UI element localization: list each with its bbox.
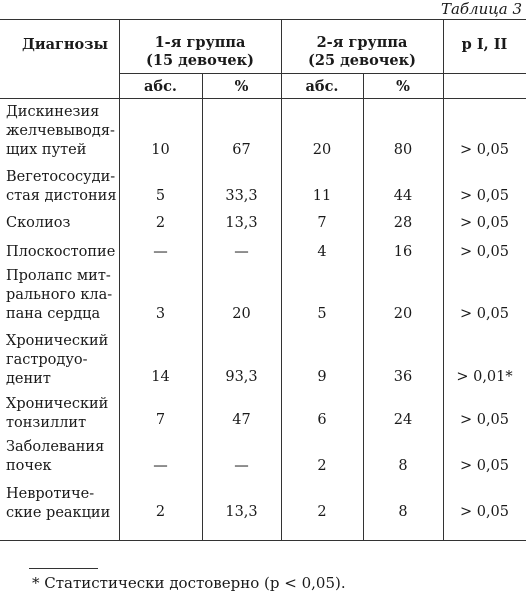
diagnosis-name-line: желчевыводя- [6, 123, 115, 139]
header-abs-group1: абс. [144, 78, 177, 95]
abs-group1-cell: 5 [155, 188, 166, 204]
p-value-cell: > 0,05 [459, 306, 510, 322]
header-bottom-rule [0, 98, 526, 99]
pct-group2-cell: 20 [393, 306, 413, 322]
group-header-rule [119, 73, 526, 74]
table-caption: Таблица 3 [440, 0, 522, 18]
diagnosis-name-line: Пролапс мит- [6, 268, 111, 284]
abs-group2-cell: 7 [317, 215, 327, 231]
pct-group2-cell: 36 [393, 369, 413, 385]
diagnosis-name: Хронический тонзиллит [6, 395, 108, 433]
pct-group1-cell: 20 [232, 306, 251, 322]
diagnosis-name-line: денит [6, 371, 51, 387]
diagnosis-name: Невротиче- ские реакции [6, 485, 110, 523]
header-p-value: p I, II [461, 36, 508, 53]
p-value-cell: > 0,05 [459, 458, 510, 474]
table-bottom-rule [0, 540, 526, 541]
pct-group2-cell: 28 [393, 215, 413, 231]
pct-group1-cell: 93,3 [225, 369, 258, 385]
header-group2-count: (25 девочек) [308, 52, 416, 69]
diagnosis-name-line: пана сердца [6, 306, 101, 322]
pct-group1-cell: 13,3 [225, 504, 258, 520]
diagnosis-name-line: рального кла- [6, 287, 113, 303]
pct-group1-cell: — [234, 244, 249, 260]
pct-group2-cell: 44 [393, 188, 413, 204]
footnote-rule [29, 568, 98, 569]
p-value-cell: > 0,05 [459, 504, 510, 520]
col-rule-4 [363, 73, 364, 540]
diagnosis-name-line: Дискинезия [6, 104, 100, 120]
p-value-cell: > 0,01* [456, 369, 513, 385]
abs-group1-cell: — [153, 458, 168, 474]
abs-group2-cell: 9 [317, 369, 327, 385]
header-group2-title: 2-я группа [316, 34, 408, 51]
p-value-cell: > 0,05 [459, 142, 510, 158]
diagnosis-name-line: Вегетососуди- [6, 169, 116, 185]
diagnosis-name-line: стая дистония [6, 188, 117, 204]
abs-group1-cell: 2 [155, 215, 166, 231]
diagnosis-name-line: Хронический [6, 396, 109, 412]
p-value-cell: > 0,05 [459, 412, 510, 428]
diagnosis-name: Заболевания почек [6, 438, 104, 476]
col-rule-3 [281, 19, 282, 540]
pct-group1-cell: 33,3 [225, 188, 258, 204]
abs-group1-cell: — [153, 244, 168, 260]
abs-group2-cell: 11 [312, 188, 332, 204]
abs-group1-cell: 10 [151, 142, 170, 158]
abs-group2-cell: 6 [317, 412, 327, 428]
pct-group1-cell: 67 [232, 142, 251, 158]
abs-group1-cell: 14 [151, 369, 170, 385]
diagnosis-name-line: тонзиллит [6, 415, 87, 431]
abs-group1-cell: 2 [155, 504, 166, 520]
abs-group1-cell: 3 [155, 306, 166, 322]
header-pct-group2: % [396, 78, 410, 95]
diagnosis-name-line: щих путей [6, 142, 87, 158]
abs-group2-cell: 2 [317, 458, 327, 474]
pct-group1-cell: — [234, 458, 249, 474]
diagnosis-name-line: гастродуо- [6, 352, 88, 368]
header-diagnoses: Диагнозы [22, 36, 109, 53]
header-pct-group1: % [234, 78, 249, 95]
abs-group2-cell: 5 [317, 306, 327, 322]
diagnosis-name-line: почек [6, 458, 52, 474]
col-rule-5 [443, 19, 444, 540]
header-abs-group2: абс. [305, 78, 339, 95]
pct-group1-cell: 13,3 [225, 215, 258, 231]
diagnosis-name-line: Хронический [6, 333, 109, 349]
footnote: * Статистически достоверно (p < 0,05). [32, 574, 346, 592]
diagnosis-name: Пролапс мит- рального кла- пана сердца [6, 267, 112, 324]
table-top-rule [0, 19, 526, 20]
col-rule-2 [202, 73, 203, 540]
p-value-cell: > 0,05 [459, 244, 510, 260]
diagnosis-name: Вегетососуди- стая дистония [6, 168, 117, 206]
p-value-cell: > 0,05 [459, 215, 510, 231]
diagnosis-name-line: ские реакции [6, 505, 111, 521]
diagnosis-name-line: Сколиоз [6, 215, 71, 231]
abs-group2-cell: 4 [317, 244, 327, 260]
pct-group1-cell: 47 [232, 412, 251, 428]
pct-group2-cell: 24 [393, 412, 413, 428]
header-group1-title: 1-я группа [154, 34, 246, 51]
diagnosis-name-line: Плоскостопие [6, 244, 116, 260]
diagnosis-name-line: Заболевания [6, 439, 105, 455]
diagnosis-name: Сколиоз [6, 214, 70, 233]
diagnosis-name: Хронический гастродуо- денит [6, 332, 108, 389]
pct-group2-cell: 80 [393, 142, 413, 158]
pct-group2-cell: 8 [398, 458, 408, 474]
abs-group1-cell: 7 [155, 412, 166, 428]
col-rule-1 [119, 19, 120, 540]
pct-group2-cell: 8 [398, 504, 408, 520]
abs-group2-cell: 2 [317, 504, 327, 520]
diagnosis-name: Дискинезия желчевыводя- щих путей [6, 103, 115, 160]
abs-group2-cell: 20 [312, 142, 332, 158]
header-group1-count: (15 девочек) [146, 52, 254, 69]
diagnosis-name: Плоскостопие [6, 243, 115, 262]
pct-group2-cell: 16 [393, 244, 413, 260]
p-value-cell: > 0,05 [459, 188, 510, 204]
diagnosis-name-line: Невротиче- [6, 486, 95, 502]
